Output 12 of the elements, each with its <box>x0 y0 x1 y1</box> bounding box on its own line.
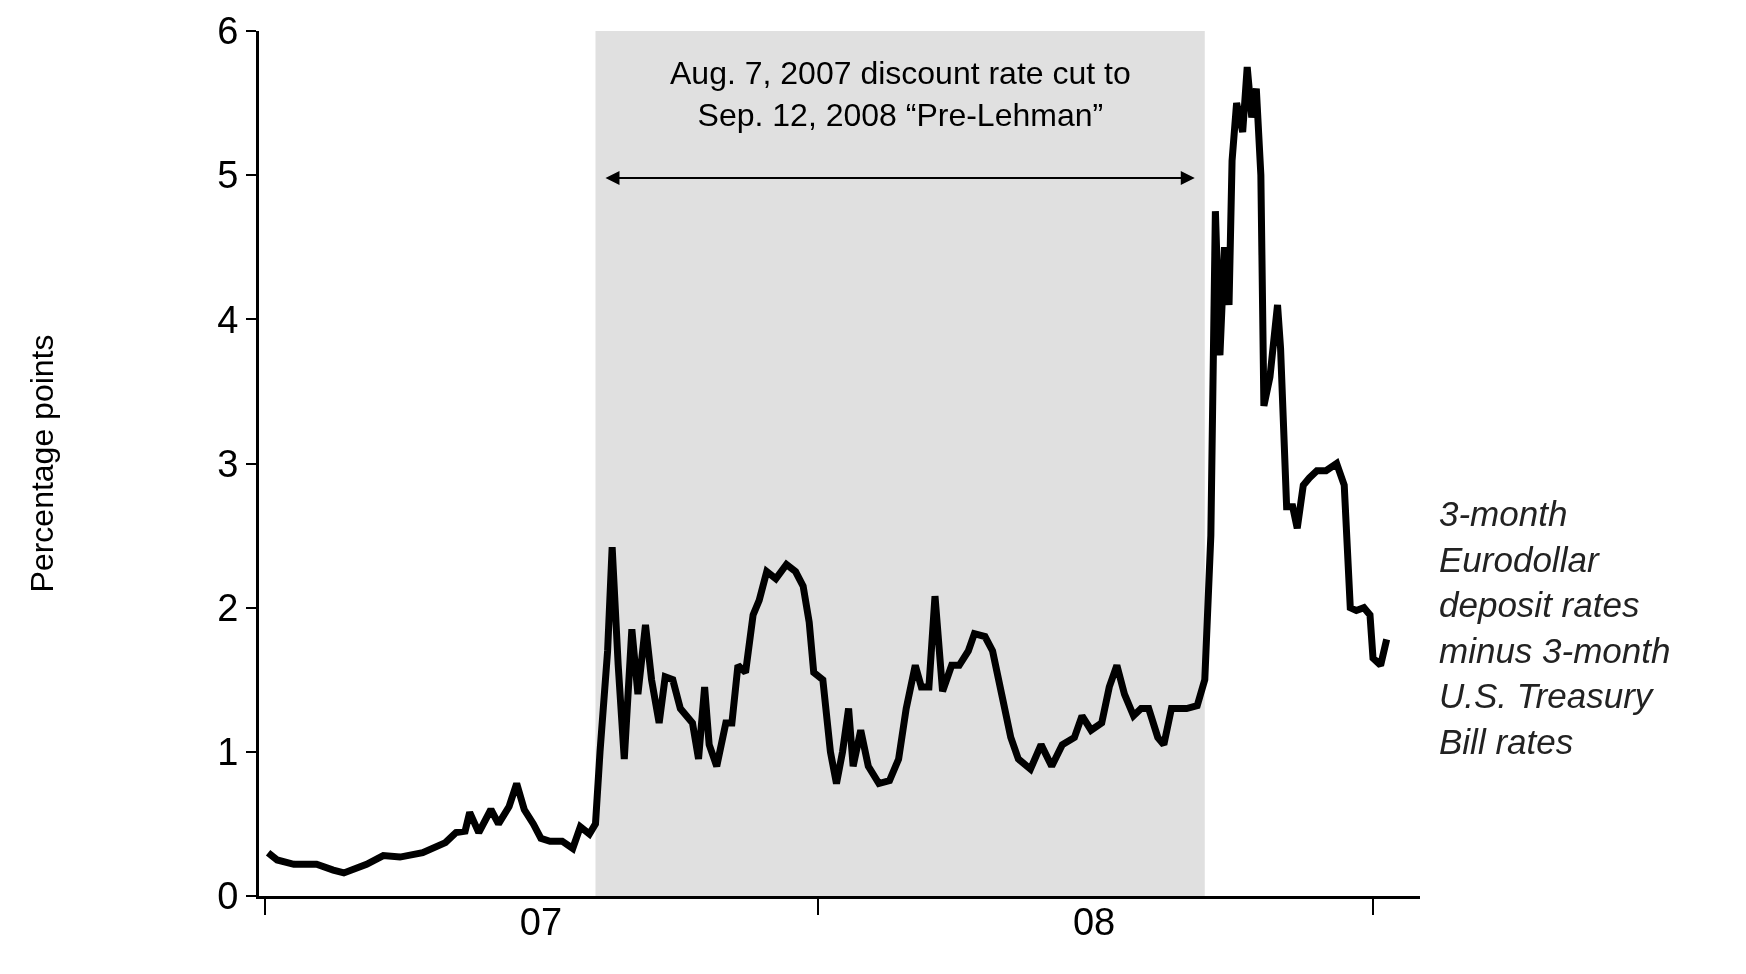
x-tick-label: 07 <box>519 901 563 943</box>
y-tick-label: 6 <box>217 10 239 53</box>
y-tick-label: 2 <box>217 586 239 629</box>
y-axis-title: Percentage points <box>23 334 60 593</box>
y-tick-label: 5 <box>217 154 239 197</box>
band-label: Aug. 7, 2007 discount rate cut to Sep. 12, 2008 “Pre-Lehman” <box>670 55 1131 133</box>
y-tick-label: 3 <box>217 442 239 485</box>
x-tick-label: 08 <box>1072 901 1116 943</box>
y-tick-label: 4 <box>217 298 239 341</box>
y-tick-label: 1 <box>217 731 239 774</box>
series-label: 3-month Eurodollar deposit rates minus 3-month U.S. Treasury Bill rates <box>1439 494 1671 761</box>
y-tick-label: 0 <box>217 875 239 918</box>
